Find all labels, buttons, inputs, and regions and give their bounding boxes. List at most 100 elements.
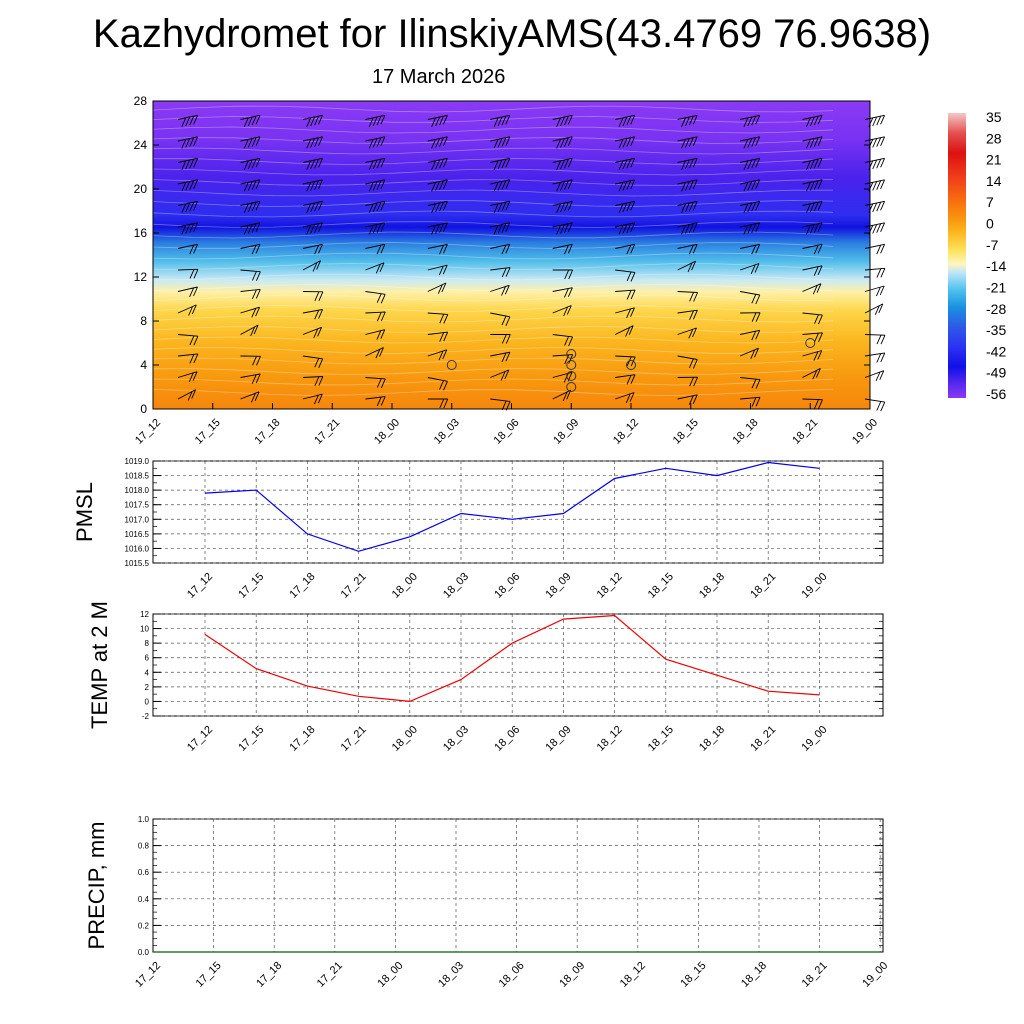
- wind-barb: [427, 136, 448, 149]
- wind-barb: [302, 291, 324, 301]
- x-tick-label: 18_03: [441, 724, 471, 754]
- wind-barb: [240, 306, 261, 318]
- x-tick-label: 17_21: [339, 724, 369, 754]
- colorbar-label: 7: [986, 194, 994, 210]
- pmsl-frame: [152, 460, 884, 564]
- wind-barb: [740, 377, 761, 389]
- x-tick-label: 19_00: [799, 724, 829, 754]
- x-tick-label: 18_21: [748, 571, 778, 601]
- wind-barb: [802, 157, 823, 170]
- x-tick-label: 17_12: [133, 960, 163, 990]
- wind-barb: [490, 334, 511, 344]
- y-tick-label: 0: [145, 697, 150, 706]
- wind-barb: [552, 305, 572, 317]
- x-tick-label: 18_06: [492, 724, 522, 754]
- colorbar-label: -42: [986, 343, 1006, 359]
- y-tick-label: 1019.0: [125, 457, 150, 466]
- y-tick-label: 1017.0: [125, 515, 150, 524]
- y-tick-label: 6: [145, 654, 150, 663]
- x-tick-label: 18_18: [697, 724, 727, 754]
- pmsl-axis-title: PMSL: [72, 482, 97, 542]
- wind-barb: [552, 200, 573, 213]
- wind-barb: [864, 398, 886, 412]
- colorbar-label: -21: [986, 279, 1006, 295]
- wind-barb: [177, 353, 199, 364]
- wind-barb: [365, 347, 384, 359]
- temp-2m-axis-title: TEMP at 2 M: [87, 601, 112, 729]
- wind-barb: [864, 334, 886, 345]
- wind-barb: [864, 370, 885, 382]
- y-tick-label: 12: [140, 610, 149, 619]
- y-tick-label: 10: [140, 625, 149, 634]
- wind-barb: [677, 260, 697, 273]
- wind-barb: [552, 179, 573, 192]
- wind-barb: [677, 291, 699, 302]
- colorbar-label: 14: [986, 173, 1002, 189]
- wind-barb: [864, 303, 884, 315]
- x-tick-label: 18_12: [595, 571, 625, 601]
- wind-barb: [490, 222, 511, 235]
- wind-barb: [615, 200, 636, 213]
- x-tick-label: 18_03: [432, 417, 462, 447]
- y-tick-label: 1.0: [138, 815, 150, 824]
- wind-barb: [427, 264, 448, 276]
- x-tick-label: 18_18: [731, 417, 761, 447]
- wind-barb: [302, 309, 324, 320]
- wind-barb: [490, 179, 511, 192]
- wind-barb: [302, 200, 323, 213]
- wind-barb: [552, 114, 573, 127]
- x-tick-label: 17_21: [339, 571, 369, 601]
- wind-barb: [677, 114, 698, 127]
- y-tick-label: 0.2: [138, 921, 150, 930]
- contour-line: [152, 137, 834, 144]
- x-tick-label: 18_21: [800, 960, 830, 990]
- contour-line: [152, 158, 834, 165]
- wind-barb: [864, 114, 886, 127]
- x-tick-label: 18_18: [739, 960, 769, 990]
- wind-barb: [552, 334, 574, 347]
- wind-barb: [864, 285, 885, 297]
- wind-barb: [740, 136, 761, 149]
- x-tick-label: 18_18: [697, 571, 727, 601]
- wind-barb: [177, 286, 198, 298]
- y-tick-label: 4: [145, 668, 150, 677]
- contour-line: [152, 200, 834, 207]
- wind-barb: [177, 371, 198, 382]
- x-tick-label: 18_06: [492, 571, 522, 601]
- y-tick-label: 20: [134, 182, 148, 196]
- wind-barb: [864, 136, 886, 149]
- contour-line: [152, 221, 834, 228]
- wind-barb: [240, 324, 259, 337]
- contour-line: [152, 336, 834, 344]
- y-tick-label: 2: [145, 683, 150, 692]
- wind-barb: [490, 243, 511, 255]
- wind-barb: [427, 200, 448, 213]
- x-tick-label: 18_00: [390, 571, 420, 601]
- wind-barb: [740, 179, 761, 192]
- x-tick-label: 17_18: [287, 571, 317, 601]
- x-tick-label: 18_09: [557, 960, 587, 990]
- contour-line: [152, 189, 833, 197]
- wind-barb: [677, 157, 698, 170]
- wind-barb: [802, 332, 823, 343]
- wind-barb: [490, 312, 511, 326]
- wind-barb: [615, 325, 634, 337]
- y-tick-label: 0.4: [138, 895, 150, 904]
- wind-barb: [365, 311, 386, 322]
- wind-barb: [240, 222, 261, 235]
- x-tick-label: 18_15: [646, 724, 676, 754]
- wind-barb: [365, 329, 386, 340]
- x-tick-label: 18_09: [543, 571, 573, 601]
- colorbar: [948, 113, 966, 398]
- wind-barb: [427, 331, 449, 342]
- wind-barb: [615, 243, 636, 255]
- x-tick-label: 18_03: [436, 960, 466, 990]
- y-tick-label: 8: [140, 314, 147, 328]
- wind-barb: [552, 222, 573, 235]
- wind-barb: [739, 347, 759, 359]
- x-tick-label: 19_00: [850, 417, 880, 447]
- wind-barb: [177, 114, 199, 127]
- wind-barb: [177, 200, 199, 213]
- y-tick-label: 24: [134, 138, 148, 152]
- contour-line: [152, 126, 834, 134]
